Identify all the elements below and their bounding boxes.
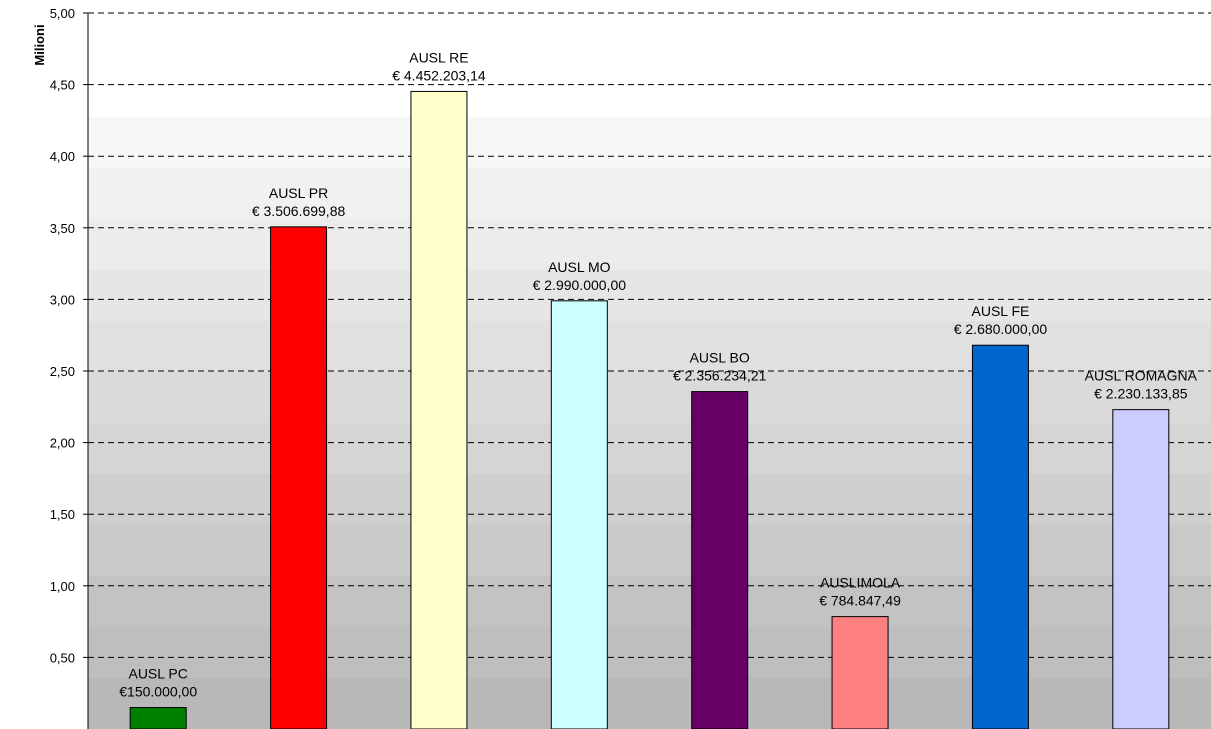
background-band (88, 627, 1211, 679)
y-tick-label: 1,50 (50, 507, 75, 522)
background-band (88, 219, 1211, 271)
y-tick-label: 5,00 (50, 6, 75, 21)
bar-ausl-re (410, 90, 468, 729)
y-tick-label: 4,50 (50, 78, 75, 93)
data-labels: AUSL PC €150.000,00 AUSL PR € 3.506.699,88 A… (119, 49, 1197, 699)
background-band (88, 372, 1211, 424)
y-tick-label: 4,00 (50, 149, 75, 164)
y-tick-label: 1,00 (50, 579, 75, 594)
bar-value-label: € 2.680.000,00 (954, 321, 1048, 337)
bar-value-label: € 3.506.699,88 (252, 203, 346, 219)
bar-ausl-fe (971, 344, 1029, 729)
bar-category-label: AUSL BO (690, 350, 750, 366)
bar-category-label: AUSL MO (548, 259, 611, 275)
y-tick-label: 3,50 (50, 221, 75, 236)
bar-value-label: € 2.356.234,21 (673, 368, 767, 384)
background-band (88, 168, 1211, 220)
bar-value-label: € 2.230.133,85 (1094, 386, 1188, 402)
bar-category-label: AUSL PR (269, 185, 328, 201)
background-band (88, 576, 1211, 628)
y-axis-title: Milioni (32, 24, 47, 65)
bar-ausl-pc (129, 707, 187, 729)
bar-ausl-mo (550, 300, 608, 729)
bar-auslimola (831, 616, 889, 729)
bar-value-label: € 784.847,49 (819, 593, 901, 609)
bar-category-label: AUSL PC (128, 666, 187, 682)
background-band (88, 117, 1211, 169)
background-band (88, 678, 1211, 729)
background-band (88, 423, 1211, 475)
background-band (88, 270, 1211, 322)
bar-category-label: AUSL RE (409, 49, 468, 65)
bar-ausl-romagna (1112, 409, 1170, 729)
bar-value-label: €150.000,00 (119, 684, 197, 700)
y-tick-label: 0,50 (50, 650, 75, 665)
bar-value-label: € 2.990.000,00 (533, 277, 627, 293)
background-band (88, 474, 1211, 526)
bar-ausl-bo (691, 391, 749, 729)
y-tick-label: 3,00 (50, 292, 75, 307)
bar-category-label: AUSL FE (972, 303, 1030, 319)
background-band (88, 525, 1211, 577)
bar-category-label: AUSL ROMAGNA (1085, 368, 1198, 384)
bar-ausl-pr (270, 226, 328, 729)
bar-category-label: AUSLIMOLA (820, 575, 901, 591)
y-axis: 0,50 1,00 1,50 2,00 2,50 3,00 3,50 4,00 4,50 5,00 (50, 6, 89, 729)
y-tick-label: 2,00 (50, 436, 75, 451)
y-tick-label: 2,50 (50, 364, 75, 379)
bars (129, 90, 1170, 729)
bar-value-label: € 4.452.203,14 (392, 67, 486, 83)
